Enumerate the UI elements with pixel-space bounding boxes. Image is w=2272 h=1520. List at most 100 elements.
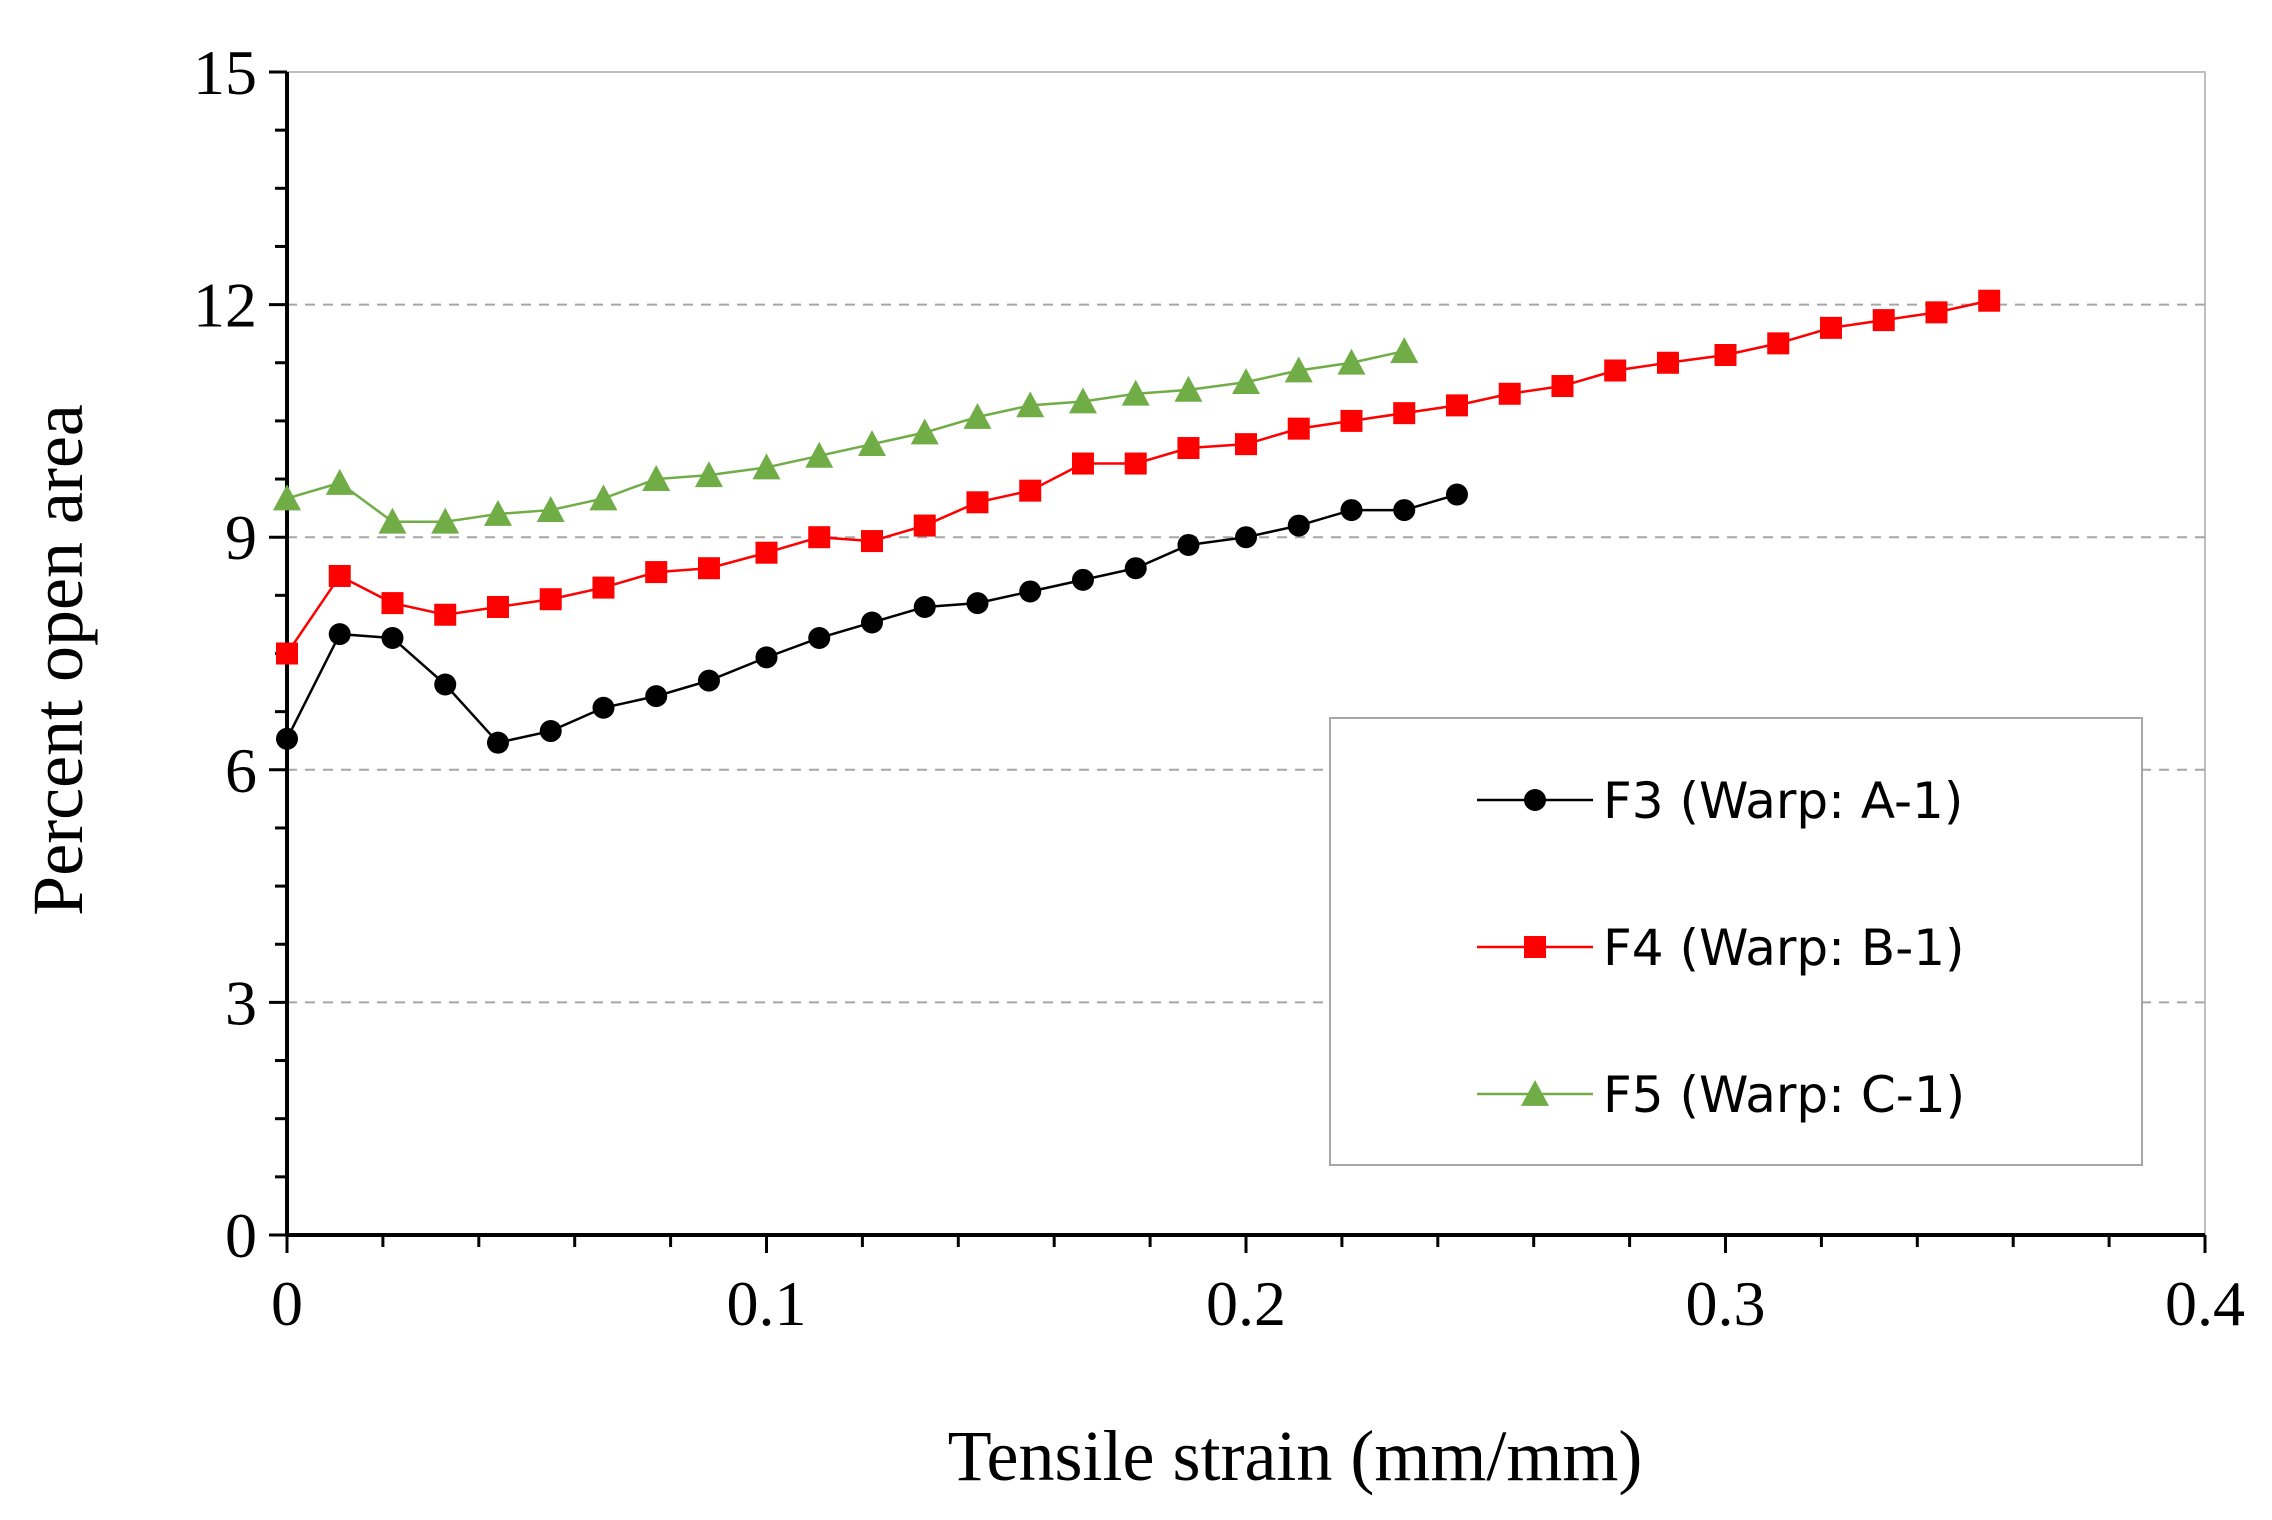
data-point: [539, 720, 562, 743]
y-tick-label: 12: [193, 270, 257, 341]
x-tick-label: 0.4: [2165, 1268, 2245, 1339]
data-point: [963, 403, 992, 429]
data-point: [1978, 289, 2001, 312]
data-point: [805, 441, 834, 468]
data-point: [1016, 391, 1045, 418]
legend-item: F5 (Warp: C-1): [1477, 1066, 1965, 1124]
data-point: [1340, 409, 1363, 432]
legend-label: F5 (Warp: C-1): [1603, 1066, 1965, 1124]
data-point: [860, 611, 883, 634]
legend-marker: [1524, 936, 1546, 958]
data-point: [645, 561, 668, 584]
data-point: [276, 642, 298, 665]
y-axis-title: Percent open area: [18, 404, 98, 916]
data-point: [1445, 394, 1468, 417]
data-point: [755, 646, 778, 669]
data-point: [1287, 417, 1310, 440]
x-tick-label: 0: [271, 1268, 303, 1339]
data-point: [1177, 437, 1200, 460]
data-point: [1235, 526, 1257, 549]
data-point: [755, 541, 778, 564]
data-point: [1019, 479, 1042, 502]
data-point: [642, 465, 671, 491]
data-point: [1235, 433, 1257, 456]
data-point: [1071, 452, 1094, 475]
data-point: [910, 418, 939, 445]
data-point: [913, 595, 936, 618]
data-point: [1498, 382, 1521, 405]
legend-marker: [1521, 1080, 1549, 1106]
data-point: [486, 595, 509, 618]
data-point: [913, 514, 936, 537]
data-point: [966, 491, 989, 514]
y-tick-label: 15: [193, 37, 257, 108]
data-point: [381, 626, 404, 649]
data-point: [273, 484, 301, 511]
data-point: [589, 484, 618, 511]
data-point: [1337, 348, 1366, 375]
data-point: [328, 623, 351, 646]
data-point: [381, 592, 404, 615]
data-point: [1121, 379, 1150, 406]
legend-label: F4 (Warp: B-1): [1603, 919, 1965, 977]
data-point: [1925, 301, 1948, 324]
data-point: [1445, 483, 1468, 506]
data-point: [1551, 375, 1574, 398]
legend-marker: [1524, 789, 1546, 811]
data-point: [808, 526, 831, 549]
data-point: [1393, 499, 1416, 522]
data-point: [434, 603, 457, 626]
data-point: [1340, 499, 1363, 522]
data-point: [966, 592, 989, 615]
legend-box: [1329, 717, 2143, 1166]
data-point: [1177, 533, 1200, 556]
series-group: [273, 289, 2001, 754]
data-point: [697, 669, 720, 692]
series-1: [276, 483, 1468, 754]
x-tick-label: 0.3: [1686, 1268, 1766, 1339]
legend: F3 (Warp: A-1) F4 (Warp: B-1) F5 (Warp: C-…: [1329, 717, 2143, 1166]
data-point: [1656, 351, 1679, 374]
y-tick-label: 0: [225, 1200, 257, 1271]
data-point: [1604, 359, 1627, 382]
data-point: [1872, 309, 1895, 332]
data-point: [1714, 343, 1737, 366]
data-point: [1174, 375, 1203, 402]
series-line: [286, 349, 1405, 523]
data-point: [1390, 337, 1419, 364]
data-point: [328, 564, 351, 587]
data-point: [483, 499, 512, 526]
data-point: [1232, 368, 1260, 395]
y-tick-label: 3: [225, 967, 257, 1038]
data-point: [1284, 356, 1313, 383]
data-point: [694, 461, 723, 488]
data-point: [325, 468, 354, 495]
data-point: [434, 673, 457, 696]
series-2: [276, 289, 2001, 665]
y-tick-label: 9: [225, 502, 257, 573]
data-point: [752, 453, 781, 480]
legend-item: F4 (Warp: B-1): [1477, 919, 1965, 977]
data-point: [592, 576, 615, 599]
data-point: [431, 507, 460, 534]
x-tick-label: 0.1: [727, 1268, 807, 1339]
data-point: [1068, 387, 1097, 414]
data-point: [1019, 580, 1042, 603]
data-point: [592, 696, 615, 719]
data-point: [1393, 402, 1416, 425]
legend-label: F3 (Warp: A-1): [1603, 772, 1963, 830]
data-point: [860, 530, 883, 553]
data-point: [378, 507, 407, 534]
data-point: [536, 496, 565, 522]
data-point: [808, 626, 831, 649]
x-axis-title: Tensile strain (mm/mm): [948, 1416, 1643, 1496]
data-point: [539, 588, 562, 611]
data-point: [1819, 316, 1842, 339]
y-tick-label: 6: [225, 735, 257, 806]
data-point: [1124, 452, 1147, 475]
data-point: [697, 557, 720, 580]
data-point: [1071, 568, 1094, 591]
legend-item: F3 (Warp: A-1): [1477, 772, 1963, 830]
data-point: [857, 430, 886, 457]
